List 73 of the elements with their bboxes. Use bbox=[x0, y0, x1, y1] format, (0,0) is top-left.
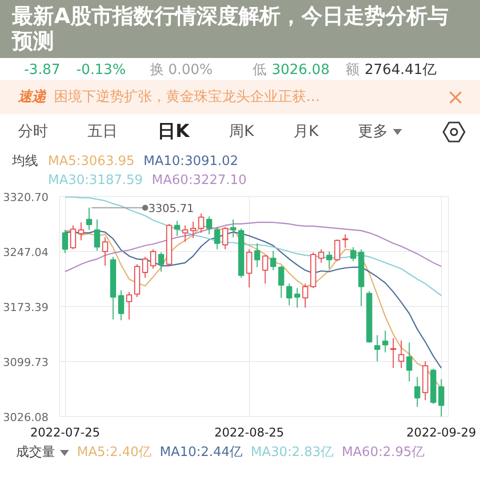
x-tick-label: 2022-07-25 bbox=[30, 426, 100, 440]
candlestick bbox=[62, 229, 68, 254]
y-tick-label: 3173.39 bbox=[3, 301, 49, 314]
candlestick bbox=[206, 216, 212, 235]
text: -3.87 bbox=[24, 62, 60, 78]
text: 额 bbox=[346, 62, 360, 78]
text: 更多 bbox=[358, 121, 388, 142]
candlestick bbox=[286, 283, 292, 306]
text: 速递 bbox=[18, 89, 46, 105]
candlestick bbox=[438, 378, 444, 416]
candlestick bbox=[382, 330, 388, 353]
text: MA5:2.40亿 bbox=[77, 444, 152, 462]
text: 周K bbox=[229, 121, 254, 142]
text: MA60:2.95亿 bbox=[342, 444, 425, 462]
text: MA60:3227.10 bbox=[152, 172, 247, 190]
candlestick bbox=[142, 256, 148, 278]
text: 3026.08 bbox=[272, 62, 330, 78]
y-tick-label: 3320.70 bbox=[3, 191, 49, 204]
candlestick bbox=[294, 288, 300, 308]
candlestick bbox=[406, 342, 412, 382]
annotation: 3305.71 bbox=[148, 202, 194, 216]
candlestick bbox=[270, 250, 276, 271]
candlestick bbox=[70, 224, 76, 250]
candlestick bbox=[198, 212, 204, 234]
text: 2764.41亿 bbox=[364, 62, 437, 78]
text: MA5:3063.95 bbox=[48, 153, 135, 171]
text: 分时 bbox=[18, 121, 48, 142]
text: 月K bbox=[294, 121, 319, 142]
candlestick bbox=[78, 222, 84, 241]
candlestick bbox=[246, 248, 252, 288]
text: 成交量 bbox=[16, 444, 55, 462]
candlestick bbox=[150, 248, 156, 270]
candlestick bbox=[374, 334, 380, 362]
y-tick-label: 3026.08 bbox=[3, 411, 49, 424]
candlestick bbox=[118, 290, 124, 321]
candlestick bbox=[94, 218, 100, 252]
candlestick bbox=[102, 236, 108, 266]
line-series bbox=[64, 196, 442, 296]
candlestick bbox=[222, 226, 228, 250]
candlestick bbox=[174, 220, 180, 236]
candlestick bbox=[254, 242, 260, 268]
candlestick bbox=[278, 265, 284, 298]
candlestick bbox=[182, 224, 188, 242]
x-tick-label: 2022-08-25 bbox=[214, 426, 284, 440]
candlestick bbox=[262, 254, 268, 284]
candlestick bbox=[398, 340, 404, 369]
legend-title: 均线 bbox=[12, 153, 38, 171]
text: 低 bbox=[252, 62, 267, 78]
candlestick bbox=[126, 291, 132, 320]
candlestick bbox=[334, 239, 340, 262]
candlestick bbox=[230, 218, 236, 238]
text: 日K bbox=[157, 120, 190, 144]
candlestick bbox=[302, 283, 308, 308]
series-label: MA30:3187.59 bbox=[48, 172, 143, 190]
candlestick bbox=[350, 246, 356, 262]
text: 五日 bbox=[88, 121, 118, 142]
candlestick bbox=[414, 376, 420, 408]
text: MA30:2.83亿 bbox=[250, 444, 334, 462]
y-tick-label: 3099.73 bbox=[3, 356, 49, 370]
text: -0.13% bbox=[76, 62, 126, 78]
chart-title: 最新A股市指数行情深度解析，今日走势分析与预测 bbox=[0, 0, 480, 58]
candlestick bbox=[190, 221, 196, 239]
text: 换 0.00% bbox=[150, 62, 213, 78]
candlestick bbox=[158, 252, 164, 272]
candlestick bbox=[86, 207, 92, 230]
y-tick-label: 3247.04 bbox=[3, 246, 49, 260]
text: 困境下逆势扩张，黄金珠宝龙头企业正获… bbox=[54, 89, 320, 105]
x-tick-label: 2022-09-29 bbox=[406, 426, 476, 440]
candlestick bbox=[390, 338, 396, 369]
candlestick bbox=[214, 226, 220, 250]
candlestick bbox=[318, 248, 324, 264]
text: MA10:3091.02 bbox=[144, 153, 238, 171]
text: MA10:2.44亿 bbox=[160, 444, 243, 462]
